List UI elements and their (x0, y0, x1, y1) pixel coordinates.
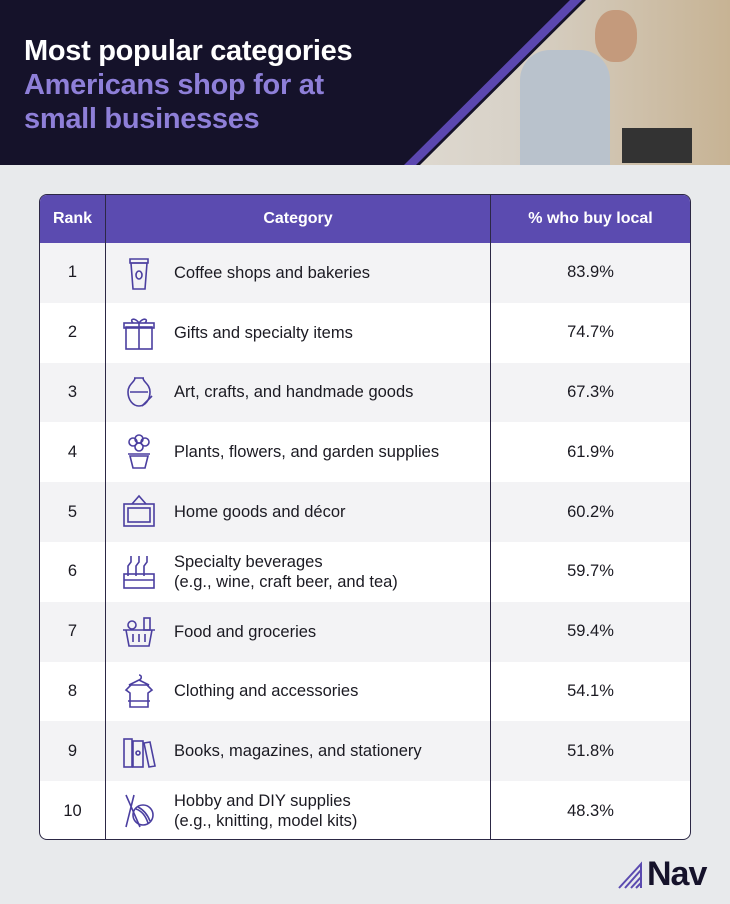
category-cell: Art, crafts, and handmade goods (106, 362, 491, 423)
category-cell: Hobby and DIY supplies (e.g., knitting, m… (106, 781, 491, 839)
category-label: Hobby and DIY supplies (e.g., knitting, m… (174, 792, 358, 831)
rank-cell: 2 (40, 302, 106, 363)
category-cell: Specialty beverages (e.g., wine, craft be… (106, 541, 491, 602)
percent-cell: 60.2% (567, 502, 614, 521)
books-icon (123, 738, 156, 769)
bottle-crate-icon (123, 555, 155, 589)
rank-cell: 7 (40, 601, 106, 662)
table-row: 6 Specialty beverages (e.g., wine, craft … (40, 541, 690, 602)
table-header: Rank Category % who buy local (40, 195, 690, 243)
table-row: 2 Gifts and specialty items 74.7% (40, 302, 690, 363)
rank-cell: 1 (40, 243, 106, 303)
category-label: Home goods and décor (174, 503, 346, 522)
page-title: Most popular categories Americans shop f… (24, 35, 353, 135)
category-label: Coffee shops and bakeries (174, 263, 370, 282)
category-label: Plants, flowers, and garden supplies (174, 443, 440, 462)
rank-cell: 4 (40, 422, 106, 483)
table-row: 10 Hobby and DIY supplies (e.g., knitting… (40, 781, 690, 839)
table-row: 7 Food and groceries 59.4% (40, 601, 690, 662)
category-label: Art, crafts, and handmade goods (174, 383, 414, 402)
table-row: 5 Home goods and décor 60.2% (40, 482, 690, 542)
vase-icon (127, 377, 153, 408)
table-row: 1 Coffee shops and bakeries 83.9% (40, 243, 690, 303)
rank-cell: 10 (40, 781, 106, 839)
hero-banner: Most popular categories Americans shop f… (0, 0, 730, 165)
percent-cell: 48.3% (567, 801, 614, 820)
percent-cell: 83.9% (567, 263, 614, 282)
col-rank: Rank (40, 195, 106, 243)
category-cell: Food and groceries (106, 601, 491, 662)
percent-cell: 74.7% (567, 323, 614, 342)
category-cell: Home goods and décor (106, 482, 491, 542)
nav-logo-icon (618, 860, 642, 889)
category-label: Food and groceries (174, 622, 317, 641)
gift-icon (123, 318, 155, 350)
rank-cell: 3 (40, 362, 106, 423)
category-cell: Books, magazines, and stationery (106, 721, 491, 782)
picture-frame-icon (123, 494, 155, 527)
shop-owner-photo (420, 0, 730, 165)
rank-cell: 5 (40, 482, 106, 542)
percent-cell: 51.8% (567, 741, 614, 760)
category-cell: Gifts and specialty items (106, 302, 491, 363)
nav-logo: Nav (617, 855, 707, 894)
yarn-needles-icon (125, 794, 154, 828)
table-row: 8 Clothing and accessories 54.1% (40, 661, 690, 722)
coffee-cup-icon (129, 258, 149, 290)
category-cell: Plants, flowers, and garden supplies (106, 422, 491, 483)
category-label: Specialty beverages (e.g., wine, craft be… (174, 552, 398, 591)
col-category: Category (106, 195, 491, 243)
flower-pot-icon (128, 434, 150, 470)
table-row: 3 Art, crafts, and handmade goods 67.3% (40, 362, 690, 423)
category-cell: Clothing and accessories (106, 661, 491, 722)
table-row: 9 Books, magazines, and stationery 51.8% (40, 721, 690, 782)
category-label: Gifts and specialty items (174, 323, 353, 342)
grocery-basket-icon (123, 616, 155, 647)
percent-cell: 61.9% (567, 442, 614, 461)
table-row: 4 Plants, flowers, and garden supplies 6… (40, 422, 690, 483)
percent-cell: 59.4% (567, 622, 614, 641)
percent-cell: 67.3% (567, 382, 614, 401)
percent-cell: 54.1% (567, 681, 614, 700)
percent-cell: 59.7% (567, 562, 614, 581)
rank-cell: 6 (40, 541, 106, 602)
rank-cell: 9 (40, 721, 106, 782)
category-label: Clothing and accessories (174, 682, 359, 701)
category-cell: Coffee shops and bakeries (106, 243, 491, 303)
rank-cell: 8 (40, 661, 106, 722)
category-label: Books, magazines, and stationery (174, 742, 422, 761)
shirt-hanger-icon (124, 674, 154, 709)
categories-table: Rank Category % who buy local 1 Coffee s… (39, 194, 691, 840)
col-percent: % who buy local (528, 210, 653, 227)
